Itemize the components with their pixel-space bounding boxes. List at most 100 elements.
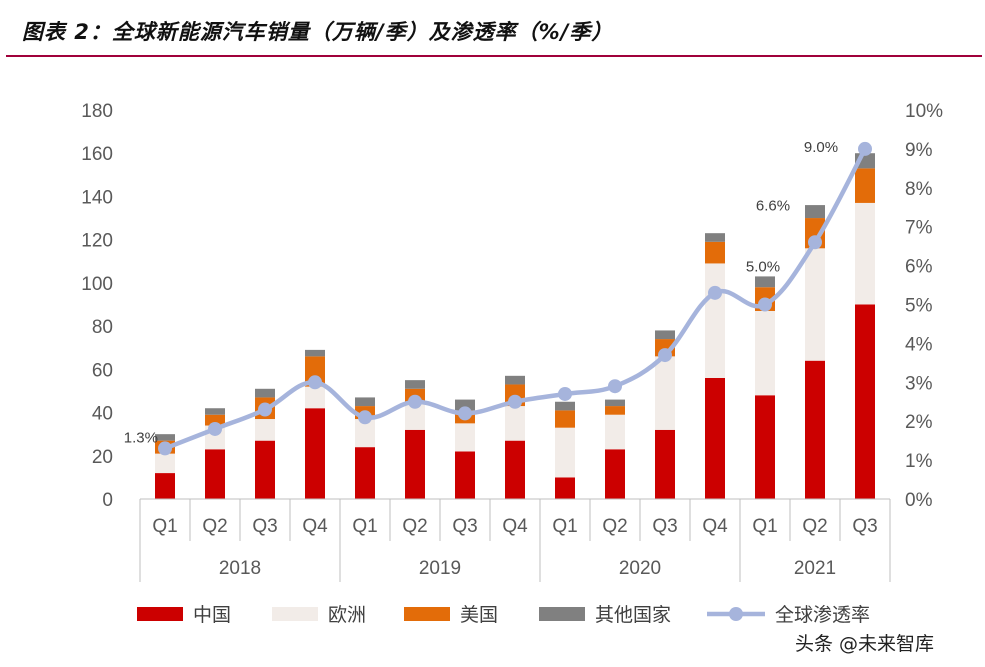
y-axis-left: 0 20 40 60 80 100 120 140 160 180 — [81, 101, 113, 511]
bar-1-5 — [405, 403, 425, 430]
x-cat-label-5: Q2 — [402, 516, 427, 537]
x-cat-label-8: Q1 — [552, 516, 577, 537]
y2-tick-2: 2% — [905, 412, 933, 433]
y2-tick-0: 0% — [905, 490, 933, 511]
bar-3-0 — [155, 434, 175, 441]
y2-tick-8: 8% — [905, 179, 933, 200]
x-cat-label-0: Q1 — [152, 516, 177, 537]
bar-0-14 — [855, 304, 875, 499]
legend-label-1: 欧洲 — [328, 604, 366, 626]
data-label-0: 1.3% — [124, 429, 158, 446]
legend-label-0: 中国 — [193, 604, 231, 626]
bar-3-5 — [405, 380, 425, 389]
year-label-1: 2019 — [419, 558, 461, 579]
penetration-point-0 — [158, 441, 172, 456]
y-tick-1: 20 — [92, 447, 113, 468]
bar-0-13 — [805, 360, 825, 499]
y2-tick-9: 9% — [905, 140, 933, 161]
bar-0-4 — [355, 447, 375, 499]
y2-tick-7: 7% — [905, 218, 933, 239]
bar-1-4 — [355, 419, 375, 448]
legend-swatch-3 — [539, 607, 585, 621]
bar-1-7 — [505, 406, 525, 441]
bar-1-12 — [755, 310, 775, 396]
bar-1-11 — [705, 263, 725, 378]
data-label-3: 9.0% — [804, 139, 838, 156]
legend-label-3: 其他国家 — [595, 604, 671, 626]
penetration-point-14 — [858, 141, 872, 156]
y-tick-6: 120 — [81, 231, 113, 252]
penetration-point-1 — [208, 421, 222, 436]
penetration-point-5 — [408, 394, 422, 409]
x-cat-label-9: Q2 — [602, 516, 627, 537]
y-tick-7: 140 — [81, 187, 113, 208]
bar-2-9 — [605, 406, 625, 415]
bar-1-9 — [605, 414, 625, 450]
bar-3-11 — [705, 233, 725, 242]
x-cat-label-7: Q4 — [502, 516, 528, 537]
y2-tick-1: 1% — [905, 451, 933, 472]
penetration-point-12 — [758, 297, 772, 312]
bar-3-6 — [455, 399, 475, 411]
bar-3-3 — [305, 349, 325, 357]
x-cat-label-11: Q4 — [702, 516, 728, 537]
bar-3-10 — [655, 330, 675, 340]
year-label-2: 2020 — [619, 558, 661, 579]
bar-1-0 — [155, 453, 175, 474]
bar-1-10 — [655, 356, 675, 430]
title-rule — [6, 55, 982, 57]
figure-title: 图表 2：全球新能源汽车销量（万辆/季）及渗透率（%/季） — [22, 20, 614, 44]
bar-3-2 — [255, 388, 275, 398]
x-cat-label-14: Q3 — [852, 516, 877, 537]
x-cat-label-3: Q4 — [302, 516, 328, 537]
y2-tick-5: 5% — [905, 296, 933, 317]
bar-1-13 — [805, 248, 825, 361]
year-label-3: 2021 — [794, 558, 836, 579]
bar-1-6 — [455, 423, 475, 452]
legend-label-2: 美国 — [460, 604, 498, 626]
bar-1-14 — [855, 202, 875, 305]
bar-2-11 — [705, 241, 725, 264]
watermark: 头条 @未来智库 — [785, 623, 985, 661]
y-tick-3: 60 — [92, 360, 113, 381]
y-tick-2: 40 — [92, 404, 113, 425]
penetration-point-11 — [708, 285, 722, 300]
bar-3-12 — [755, 276, 775, 288]
penetration-point-10 — [658, 348, 672, 363]
bar-0-0 — [155, 473, 175, 499]
y-tick-8: 160 — [81, 144, 113, 165]
bar-1-3 — [305, 386, 325, 409]
bar-2-14 — [855, 168, 875, 203]
penetration-point-7 — [508, 394, 522, 409]
y2-tick-4: 4% — [905, 334, 933, 355]
legend-line-marker — [729, 607, 743, 621]
penetration-point-6 — [458, 406, 472, 421]
bar-2-1 — [205, 414, 225, 426]
x-cat-label-13: Q2 — [802, 516, 827, 537]
bar-3-7 — [505, 375, 525, 385]
penetration-point-3 — [308, 375, 322, 390]
x-cat-label-6: Q3 — [452, 516, 477, 537]
bar-0-6 — [455, 451, 475, 499]
bar-0-12 — [755, 395, 775, 499]
bar-0-5 — [405, 429, 425, 499]
legend: 中国 欧洲 美国 其他国家 全球渗透率 — [137, 604, 870, 626]
x-cat-label-1: Q2 — [202, 516, 227, 537]
penetration-point-4 — [358, 410, 372, 425]
data-labels-layer: 1.3% 5.0% 6.6% 9.0% — [124, 139, 838, 447]
bar-3-9 — [605, 399, 625, 407]
y2-tick-3: 3% — [905, 373, 933, 394]
y-tick-9: 180 — [81, 101, 113, 122]
bar-1-8 — [555, 427, 575, 478]
x-cat-label-4: Q1 — [352, 516, 377, 537]
y-tick-4: 80 — [92, 317, 113, 338]
bar-0-3 — [305, 408, 325, 499]
bar-0-7 — [505, 440, 525, 499]
legend-swatch-1 — [272, 607, 318, 621]
legend-swatch-0 — [137, 607, 183, 621]
bar-0-11 — [705, 377, 725, 499]
y-axis-right: 0% 1% 2% 3% 4% 5% 6% 7% 8% 9% 10% — [905, 101, 943, 511]
y-tick-0: 0 — [102, 490, 113, 511]
penetration-point-2 — [258, 402, 272, 417]
